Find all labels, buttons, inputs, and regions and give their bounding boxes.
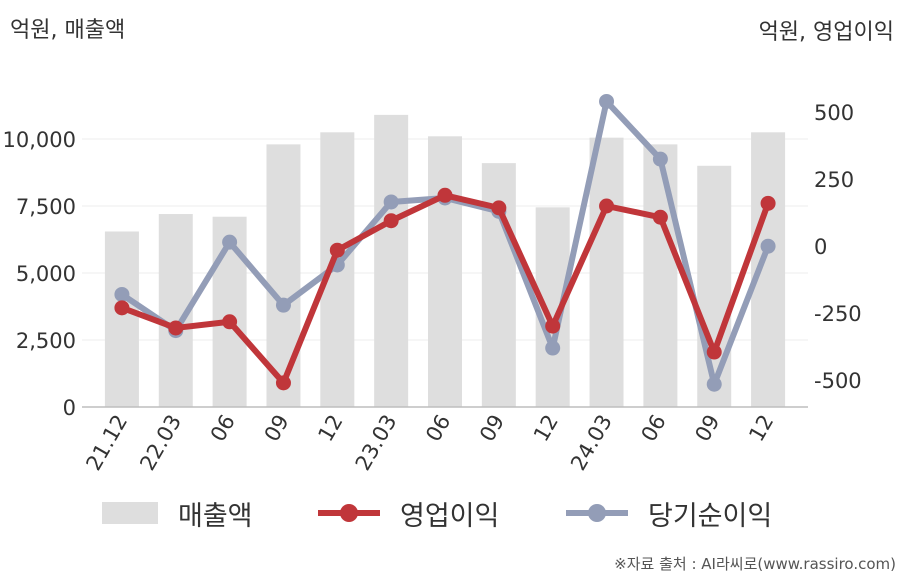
- net-income-point: [275, 297, 291, 313]
- x-tick-label: 09: [475, 411, 509, 446]
- operating-profit-point: [114, 300, 130, 316]
- combo-chart: 0 2,500 5,000 7,500 10,000 -500 -250 0 250 500 2…: [3, 93, 862, 475]
- net-income-point: [599, 93, 615, 109]
- right-tick-label: -250: [814, 302, 862, 326]
- operating-profit-point: [599, 198, 615, 214]
- net-income-point: [222, 234, 238, 250]
- x-tick-label: 12: [744, 411, 778, 446]
- net-income-point: [760, 238, 776, 254]
- x-tick-label: 22.03: [135, 411, 186, 475]
- operating-profit-point: [329, 242, 345, 258]
- right-tick-label: 500: [814, 101, 854, 125]
- operating-profit-point: [652, 209, 668, 225]
- x-tick-label: 06: [421, 411, 455, 446]
- legend-item-net-income: 당기순이익: [566, 490, 772, 536]
- net-income-point: [545, 340, 561, 356]
- legend-label-revenue: 매출액: [178, 500, 253, 532]
- bar: [589, 137, 624, 407]
- bar: [374, 114, 409, 407]
- bar: [428, 136, 462, 407]
- net-income-point: [706, 376, 722, 392]
- x-axis-ticks: 21.12 22.03 06 09 12 23.03 06 09 12 24.03 06 09 12: [81, 411, 778, 475]
- bar: [481, 163, 516, 407]
- right-axis-ticks: -500 -250 0 250 500: [814, 101, 862, 393]
- legend: 매출액 영업이익 당기순이익: [0, 490, 908, 540]
- legend-item-revenue: 매출액: [102, 490, 253, 536]
- x-tick-label: 09: [260, 411, 294, 446]
- operating-profit-point: [168, 320, 184, 336]
- bar: [266, 144, 301, 408]
- right-tick-label: -500: [814, 369, 862, 393]
- source-note: ※자료 출처 : AI라씨로(www.rassiro.com): [614, 555, 896, 573]
- legend-swatch-operating-profit: [318, 502, 380, 524]
- x-tick-label: 12: [529, 411, 563, 446]
- bar: [104, 231, 139, 407]
- x-tick-label: 06: [637, 411, 671, 446]
- left-tick-label: 7,500: [16, 195, 76, 219]
- operating-profit-point: [437, 187, 453, 203]
- operating-profit-point: [545, 318, 561, 334]
- x-tick-label: 06: [206, 411, 240, 446]
- right-tick-label: 0: [814, 235, 827, 259]
- net-income-point: [114, 286, 130, 302]
- left-tick-label: 10,000: [3, 128, 76, 152]
- operating-profit-point: [275, 375, 291, 391]
- left-tick-label: 5,000: [16, 262, 76, 286]
- legend-item-operating-profit: 영업이익: [318, 490, 499, 536]
- right-tick-label: 250: [814, 168, 854, 192]
- left-axis-unit: 억원, 매출액: [10, 18, 126, 43]
- line-series: [114, 93, 776, 392]
- x-tick-label: 24.03: [566, 411, 617, 475]
- net-income-point: [383, 194, 399, 210]
- x-tick-label: 09: [690, 411, 724, 446]
- legend-label-operating-profit: 영업이익: [400, 500, 500, 532]
- bar: [697, 165, 732, 407]
- left-tick-label: 0: [63, 396, 76, 420]
- x-tick-label: 21.12: [81, 411, 132, 475]
- operating-profit-point: [222, 314, 238, 330]
- legend-swatch-revenue: [102, 502, 158, 524]
- operating-profit-point: [706, 344, 722, 360]
- operating-profit-point: [760, 195, 776, 211]
- right-axis-unit: 억원, 영업이익: [758, 20, 894, 45]
- legend-label-net-income: 당기순이익: [648, 500, 773, 532]
- operating-profit-point: [383, 213, 399, 229]
- left-axis-ticks: 0 2,500 5,000 7,500 10,000: [3, 128, 76, 420]
- x-tick-label: 12: [313, 411, 347, 446]
- x-tick-label: 23.03: [351, 411, 402, 475]
- operating-profit-point: [491, 200, 507, 216]
- legend-swatch-net-income: [566, 502, 628, 524]
- bar: [643, 144, 678, 408]
- left-tick-label: 2,500: [16, 329, 76, 353]
- net-income-point: [652, 151, 668, 167]
